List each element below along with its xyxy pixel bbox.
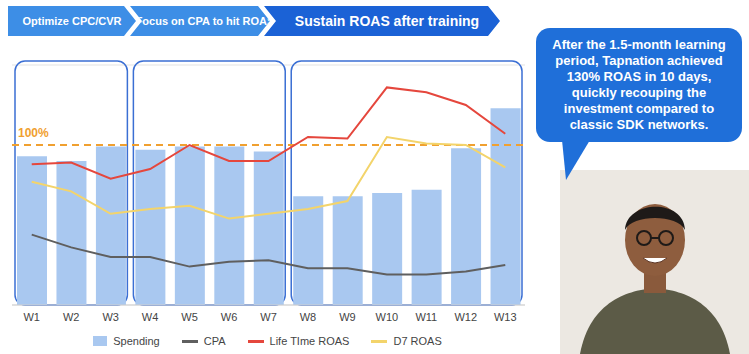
- svg-text:100%: 100%: [18, 126, 49, 140]
- html-text:CPA: CPA: [203, 335, 226, 347]
- svg-text:W10: W10: [376, 311, 399, 323]
- html-text:D7 ROAS: D7 ROAS: [393, 335, 442, 347]
- svg-text:W9: W9: [339, 311, 356, 323]
- svg-text:W7: W7: [260, 311, 277, 323]
- svg-text:W4: W4: [142, 311, 159, 323]
- html-text:Spending: Spending: [113, 335, 160, 347]
- svg-text:W12: W12: [454, 311, 477, 323]
- svg-text:W2: W2: [63, 311, 80, 323]
- svg-text:W11: W11: [415, 311, 437, 323]
- html-text:Life TIme ROAS: Life TIme ROAS: [269, 335, 350, 347]
- svg-text:W5: W5: [181, 311, 198, 323]
- svg-text:W8: W8: [300, 311, 317, 323]
- html-text:Sustain ROAS after training: Sustain ROAS after training: [294, 13, 480, 29]
- svg-text:W13: W13: [494, 311, 517, 323]
- html-text:Focus on CPA to hit ROAS: Focus on CPA to hit ROAS: [135, 15, 275, 27]
- html-text:Optimize CPC/CVR: Optimize CPC/CVR: [22, 15, 122, 27]
- svg-text:W6: W6: [221, 311, 238, 323]
- svg-text:W3: W3: [102, 311, 119, 323]
- svg-text:W1: W1: [23, 311, 40, 323]
- html-text:After the 1.5-month learning p: After the 1.5-month learning period, Tap…: [552, 37, 726, 132]
